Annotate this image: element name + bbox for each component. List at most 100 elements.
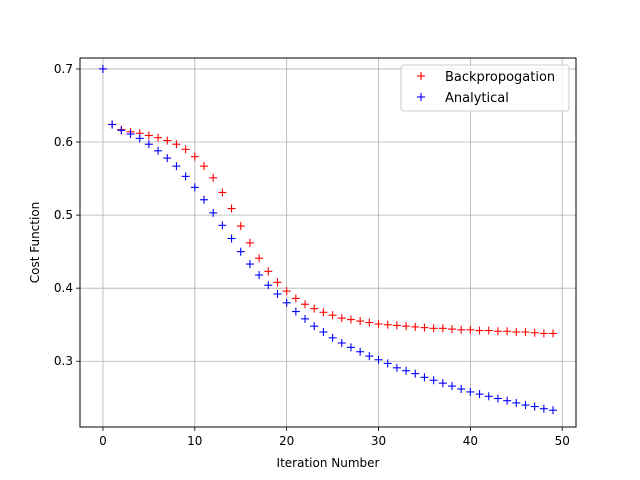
data-point-analytical: [392, 363, 401, 372]
legend-entry-analytical: Analytical: [417, 91, 509, 106]
data-point-analytical: [163, 154, 172, 163]
data-point-analytical: [475, 390, 484, 399]
data-point-analytical: [200, 195, 208, 204]
data-point-backpropogation: [420, 323, 429, 332]
data-point-analytical: [365, 352, 374, 361]
data-point-analytical: [521, 401, 530, 410]
data-point-analytical: [319, 328, 328, 337]
data-point-analytical: [273, 290, 282, 299]
data-point-backpropogation: [282, 287, 291, 296]
data-point-backpropogation: [457, 325, 466, 334]
y-tick-label: 0.5: [54, 208, 73, 222]
y-tick-label: 0.4: [54, 281, 73, 295]
x-axis-label: Iteration Number: [277, 456, 380, 470]
data-point-analytical: [466, 387, 475, 396]
y-tick-label: 0.6: [54, 135, 73, 149]
data-point-backpropogation: [521, 328, 530, 337]
data-point-analytical: [126, 129, 135, 138]
data-point-analytical: [539, 404, 548, 413]
data-point-backpropogation: [484, 326, 493, 335]
data-point-analytical: [337, 338, 346, 347]
data-point-backpropogation: [374, 319, 383, 328]
plot-series: [98, 64, 558, 415]
data-point-backpropogation: [190, 152, 199, 161]
legend-label-backpropogation: Backpropogation: [445, 70, 555, 85]
data-point-analytical: [448, 382, 456, 391]
legend-marker-analytical: [417, 93, 425, 101]
legend-label-analytical: Analytical: [445, 91, 509, 106]
data-point-analytical: [144, 140, 153, 149]
data-point-backpropogation: [383, 320, 392, 329]
data-point-analytical: [484, 392, 493, 401]
data-point-backpropogation: [539, 329, 548, 338]
x-tick-label: 50: [555, 434, 570, 448]
data-point-backpropogation: [346, 315, 355, 324]
data-point-backpropogation: [493, 327, 502, 336]
data-point-analytical: [190, 183, 199, 192]
legend-marker-symbol: [417, 72, 425, 80]
data-point-backpropogation: [172, 140, 181, 149]
data-point-analytical: [291, 307, 300, 316]
data-point-analytical: [154, 146, 163, 155]
data-point-backpropogation: [448, 325, 456, 334]
data-point-analytical: [438, 379, 447, 388]
data-point-analytical: [493, 394, 502, 403]
x-tick-label: 10: [187, 434, 202, 448]
data-point-backpropogation: [291, 294, 300, 303]
data-point-backpropogation: [227, 204, 236, 213]
plot-frame: [79, 57, 577, 428]
data-point-backpropogation: [512, 328, 521, 337]
data-point-analytical: [264, 281, 273, 290]
data-point-backpropogation: [301, 300, 310, 309]
data-point-analytical: [98, 64, 107, 73]
legend-marker-symbol: [417, 93, 425, 101]
data-point-backpropogation: [163, 136, 172, 145]
series-backpropogation: [98, 64, 558, 338]
data-point-analytical: [549, 406, 558, 415]
data-point-backpropogation: [466, 325, 475, 334]
data-point-analytical: [135, 134, 144, 143]
data-point-backpropogation: [255, 254, 264, 263]
x-tick-label: 40: [463, 434, 478, 448]
legend-entry-backpropogation: Backpropogation: [417, 70, 555, 85]
y-tick-label: 0.3: [54, 354, 73, 368]
y-axis-label: Cost Function: [28, 202, 42, 284]
data-point-analytical: [255, 271, 264, 280]
data-point-analytical: [328, 333, 337, 342]
data-point-analytical: [374, 355, 383, 364]
data-point-backpropogation: [503, 327, 512, 336]
data-point-analytical: [245, 260, 254, 269]
data-point-analytical: [227, 234, 236, 243]
data-point-backpropogation: [402, 322, 411, 331]
data-point-backpropogation: [392, 321, 401, 330]
data-point-analytical: [236, 247, 245, 256]
data-point-analytical: [429, 376, 438, 385]
y-tick-label: 0.7: [54, 62, 73, 76]
data-point-analytical: [512, 398, 521, 407]
legend-box: [400, 64, 570, 112]
data-point-analytical: [108, 120, 117, 129]
data-point-backpropogation: [209, 173, 218, 182]
data-point-analytical: [209, 208, 218, 217]
data-point-analytical: [117, 126, 126, 135]
data-point-analytical: [282, 298, 291, 307]
data-point-backpropogation: [337, 314, 346, 323]
data-point-analytical: [172, 162, 181, 171]
data-point-backpropogation: [356, 317, 365, 326]
data-point-analytical: [457, 385, 466, 394]
data-point-analytical: [310, 322, 319, 331]
data-point-backpropogation: [273, 278, 282, 287]
legend: Backpropogation Analytical: [400, 64, 570, 112]
x-tick-label: 20: [279, 434, 294, 448]
data-point-backpropogation: [264, 267, 273, 276]
data-point-analytical: [356, 347, 365, 356]
data-point-analytical: [420, 373, 429, 382]
data-point-analytical: [411, 369, 420, 378]
data-point-backpropogation: [411, 322, 420, 331]
data-point-analytical: [301, 314, 310, 323]
data-point-analytical: [383, 359, 392, 368]
data-point-backpropogation: [530, 328, 539, 337]
x-tick-label: 30: [371, 434, 386, 448]
data-point-analytical: [218, 221, 227, 230]
data-point-analytical: [346, 343, 355, 352]
